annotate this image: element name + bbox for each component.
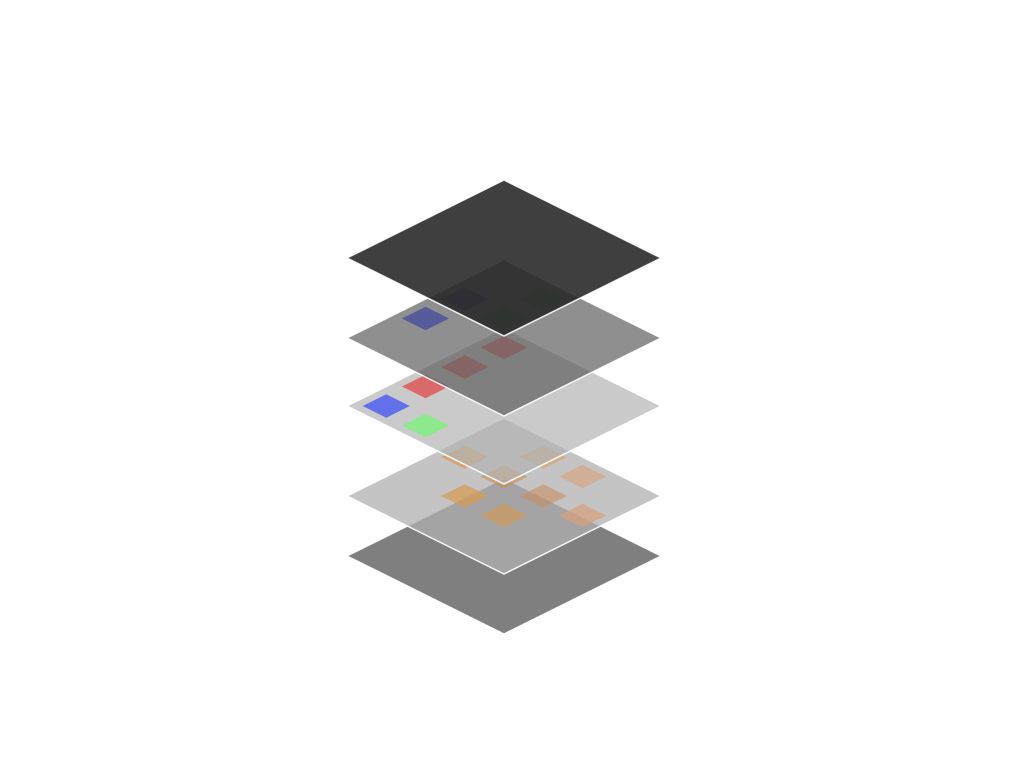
layer-sheet	[345, 179, 663, 337]
layer-top	[345, 179, 663, 337]
layer-sheet	[345, 417, 663, 575]
layer-tile	[480, 503, 528, 528]
layer-orange	[345, 417, 663, 575]
layer-tile	[401, 306, 450, 331]
layer-tile	[401, 413, 450, 438]
layer-tile	[558, 503, 607, 528]
layer-tile	[362, 394, 410, 418]
layer-sheet	[345, 259, 663, 417]
layer-tile	[441, 484, 489, 508]
layer-tile	[558, 464, 607, 489]
layer-tile	[519, 484, 567, 508]
